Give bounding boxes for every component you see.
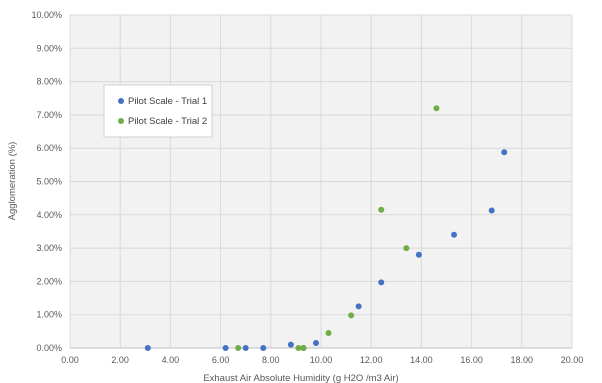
x-tick-label: 4.00	[162, 355, 180, 365]
legend-marker-trial-2	[118, 118, 124, 124]
data-point-trial-1	[355, 303, 362, 310]
legend-marker-trial-1	[118, 98, 124, 104]
x-tick-label: 20.00	[561, 355, 584, 365]
data-points	[144, 105, 508, 351]
data-point-trial-1	[242, 345, 249, 351]
legend-box	[103, 84, 213, 138]
data-point-trial-2	[403, 245, 410, 252]
data-point-trial-1	[144, 345, 151, 351]
data-point-trial-1	[488, 207, 495, 214]
data-point-trial-1	[222, 345, 229, 351]
data-point-trial-2	[295, 345, 302, 351]
x-tick-label: 8.00	[262, 355, 280, 365]
y-tick-label: 8.00%	[36, 77, 62, 87]
y-tick-label: 10.00%	[31, 10, 62, 20]
x-tick-label: 16.00	[460, 355, 483, 365]
data-point-trial-1	[451, 231, 458, 238]
data-point-trial-1	[378, 279, 385, 286]
data-point-trial-2	[325, 330, 332, 337]
data-point-trial-1	[501, 149, 508, 156]
legend-label-trial-1: Pilot Scale - Trial 1	[128, 96, 207, 107]
x-axis-ticks: 0.00 2.00 4.00 6.00 8.00 10.00 12.00 14.00 16.00…	[61, 355, 583, 365]
y-tick-label: 0.00%	[36, 343, 62, 353]
y-tick-label: 6.00%	[36, 143, 62, 153]
y-tick-label: 1.00%	[36, 310, 62, 320]
x-tick-label: 12.00	[360, 355, 383, 365]
data-point-trial-2	[378, 206, 385, 213]
data-point-trial-2	[433, 105, 440, 112]
x-tick-label: 0.00	[61, 355, 79, 365]
y-tick-label: 5.00%	[36, 177, 62, 187]
data-point-trial-1	[312, 340, 319, 347]
x-tick-label: 6.00	[212, 355, 230, 365]
y-axis-ticks: 0.00% 1.00% 2.00% 3.00% 4.00% 5.00% 6.00% 7.00%…	[31, 10, 62, 353]
data-point-trial-1	[260, 345, 267, 351]
data-point-trial-2	[235, 345, 242, 351]
legend: Pilot Scale - Trial 1 Pilot Scale - Tria…	[103, 84, 213, 138]
x-axis-title: Exhaust Air Absolute Humidity (g H2O /m3…	[203, 373, 398, 383]
data-point-trial-1	[287, 341, 294, 348]
x-tick-label: 18.00	[511, 355, 534, 365]
y-tick-label: 9.00%	[36, 43, 62, 53]
y-tick-label: 2.00%	[36, 276, 62, 286]
x-tick-label: 14.00	[410, 355, 433, 365]
data-point-trial-1	[415, 251, 422, 258]
data-point-trial-2	[348, 312, 355, 319]
y-tick-label: 7.00%	[36, 110, 62, 120]
y-tick-label: 3.00%	[36, 243, 62, 253]
x-tick-label: 10.00	[310, 355, 333, 365]
y-tick-label: 4.00%	[36, 210, 62, 220]
data-point-trial-2	[300, 345, 307, 351]
x-tick-label: 2.00	[111, 355, 129, 365]
legend-label-trial-2: Pilot Scale - Trial 2	[128, 116, 207, 127]
y-axis-title: Agglomeration (%)	[7, 142, 18, 221]
